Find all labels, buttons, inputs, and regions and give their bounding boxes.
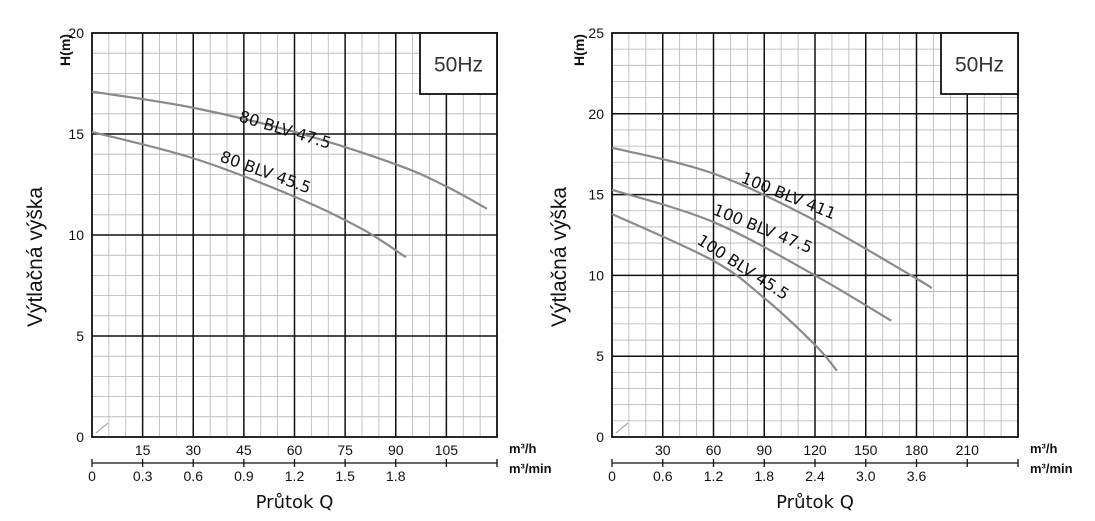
x-tick-label-m3h: 60 [706, 442, 722, 458]
x-tick-label-m3h: 150 [854, 442, 878, 458]
x-unit-m3min: m³/min [509, 461, 552, 476]
plot-frame [91, 32, 498, 438]
x-axis-title: Průtok Q [776, 492, 854, 513]
origin-mark [615, 422, 629, 434]
y-tick-label: 5 [596, 348, 604, 364]
y-unit-label: H(m) [571, 34, 587, 66]
x-tick-label-m3min: 0.3 [133, 468, 153, 484]
x-tick-label-m3h: 15 [135, 442, 151, 458]
x-tick-label-m3h: 45 [236, 442, 252, 458]
series-line-100-BLV-45-5 [611, 212, 838, 372]
series-line-100-BLV-47-5 [611, 188, 892, 322]
x-tick-label-m3min: 1.5 [335, 468, 355, 484]
y-tick-label: 20 [68, 25, 84, 41]
series-line-80-BLV-47-5 [91, 90, 488, 210]
frequency-label: 50Hz [955, 54, 1004, 77]
x-tick-label-m3min: 2.4 [805, 468, 825, 484]
y-axis-title: Výtlačná výška [24, 187, 47, 327]
x-tick-label-m3min: 0.6 [184, 468, 204, 484]
x-tick-label-m3h: 120 [803, 442, 827, 458]
series-line-80-BLV-45-5 [91, 130, 407, 259]
y-axis-title: Výtlačná výška [548, 187, 571, 327]
x-tick-label-m3h: 180 [905, 442, 929, 458]
x-tick-label-m3min: 3.6 [907, 468, 927, 484]
x-tick-label-m3h: 60 [287, 442, 303, 458]
x-tick-label-m3min: 3.0 [856, 468, 876, 484]
y-tick-label: 25 [588, 25, 604, 41]
x-unit-m3h: m³/h [509, 441, 537, 456]
y-tick-label: 5 [76, 328, 84, 344]
chart-panel-2: 50Hz 0 5 10 15 20 25H(m) Výtlačná výška 30 60 90 12… [548, 25, 1073, 513]
x-tick-label-m3h: 30 [655, 442, 671, 458]
series-line-100-BLV-411 [611, 146, 933, 290]
x-unit-m3h: m³/h [1030, 441, 1058, 456]
frequency-box [940, 32, 1019, 95]
chart-panel-1: 50Hz 0 5 10 15 20H(m) Výtlačná výška 15 30 45 60 75… [24, 25, 552, 513]
y-tick-label: 20 [588, 106, 604, 122]
y-tick-label: 0 [76, 429, 84, 445]
y-tick-label: 0 [596, 429, 604, 445]
x-unit-m3min: m³/min [1030, 461, 1073, 476]
y-tick-label: 15 [68, 126, 84, 142]
frequency-box [419, 32, 498, 95]
origin-mark [95, 422, 109, 434]
x-tick-label-m3h: 90 [756, 442, 772, 458]
y-tick-label: 10 [68, 227, 84, 243]
x-tick-label-m3h: 90 [388, 442, 404, 458]
x-tick-label-m3h: 75 [337, 442, 353, 458]
x-tick-label-m3min: 1.8 [386, 468, 406, 484]
frequency-label: 50Hz [434, 54, 483, 77]
x-axis-title: Průtok Q [256, 492, 334, 513]
x-tick-label-m3min: 0 [88, 468, 96, 484]
x-tick-label-m3min: 0.6 [653, 468, 673, 484]
x-tick-label-m3h: 210 [956, 442, 980, 458]
y-unit-label: H(m) [57, 34, 73, 66]
x-tick-label-m3h: 105 [435, 442, 459, 458]
x-tick-label-m3min: 1.2 [285, 468, 305, 484]
x-tick-label-m3min: 1.8 [755, 468, 775, 484]
x-tick-label-m3min: 1.2 [704, 468, 724, 484]
y-tick-label: 15 [588, 187, 604, 203]
plot-frame [611, 32, 1019, 438]
x-tick-label-m3h: 30 [185, 442, 201, 458]
x-tick-label-m3min: 0 [608, 468, 616, 484]
y-tick-label: 10 [588, 267, 604, 283]
x-tick-label-m3min: 0.9 [234, 468, 254, 484]
